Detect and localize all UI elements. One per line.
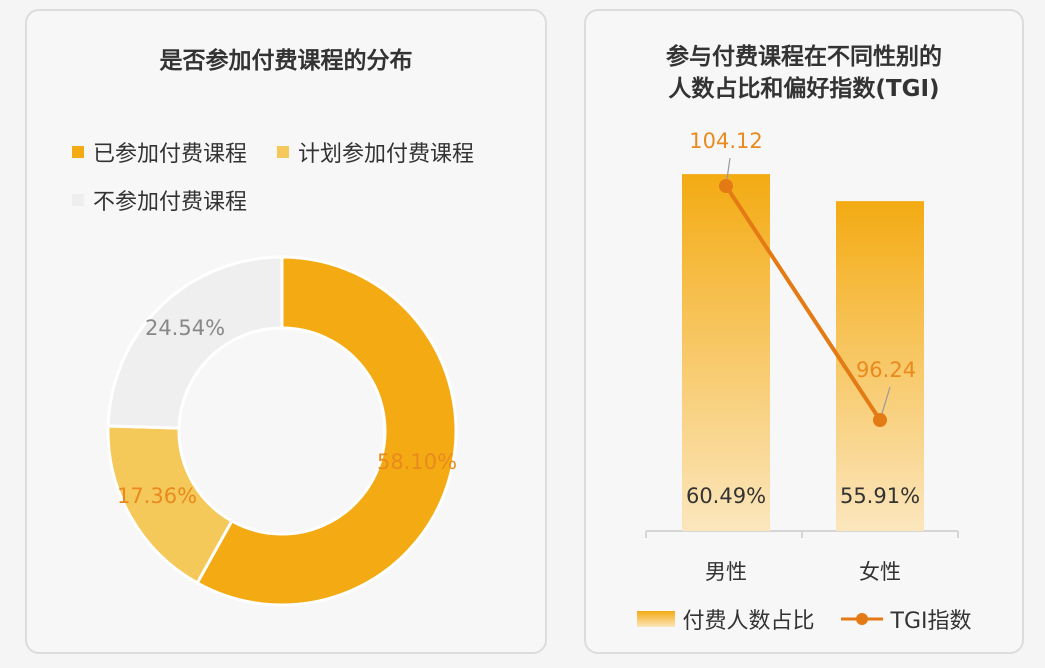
legend-label-line: TGI指数 <box>890 609 972 634</box>
donut-legend: 已参加付费课程 计划参加付费课程 不参加付费课程 <box>72 136 542 216</box>
legend-item-planned[interactable]: 计划参加付费课程 <box>277 136 474 168</box>
donut-label-1: 17.36% <box>117 484 197 508</box>
tgi-label-0: 104.12 <box>689 129 762 153</box>
legend-swatch-planned <box>277 146 290 158</box>
tgi-point-0[interactable] <box>719 179 733 193</box>
donut-slice-2[interactable] <box>106 255 284 430</box>
bar-label-1: 55.91% <box>840 484 920 508</box>
bar-0[interactable] <box>682 174 770 531</box>
legend-label-planned: 计划参加付费课程 <box>298 142 475 167</box>
category-label-0: 男性 <box>705 560 747 584</box>
donut-label-0: 58.10% <box>377 450 457 474</box>
gender-bar-line-chart: 60.49% 男性 55.91% 女性 104.12 96.24 <box>645 129 959 584</box>
tgi-point-1[interactable] <box>873 413 887 428</box>
donut-chart: 58.10% 17.36% 24.54% <box>106 255 458 607</box>
legend-item-joined[interactable]: 已参加付费课程 <box>72 136 247 168</box>
legend-label-not-joined: 不参加付费课程 <box>93 190 248 215</box>
legend-item-bar[interactable]: 付费人数占比 <box>636 603 815 635</box>
bar-label-0: 60.49% <box>686 484 766 508</box>
category-label-1: 女性 <box>859 560 901 584</box>
right-chart-title-line1: 参与付费课程在不同性别的 <box>666 44 942 70</box>
donut-label-2: 24.54% <box>145 316 225 340</box>
tgi-line <box>724 184 882 422</box>
tgi-label-1: 96.24 <box>856 358 916 382</box>
legend-swatch-not-joined <box>72 194 84 206</box>
legend-bar-swatch <box>636 611 675 627</box>
legend-swatch-joined <box>72 146 84 158</box>
gender-panel: 参与付费课程在不同性别的 人数占比和偏好指数(TGI) 60.49% 男性 55.9… <box>584 9 1024 654</box>
bar-legend: 付费人数占比 TGI指数 <box>586 603 1022 635</box>
donut-slice-0[interactable] <box>195 255 458 607</box>
legend-line-swatch <box>840 613 883 625</box>
legend-item-not-joined[interactable]: 不参加付费课程 <box>72 184 247 216</box>
bar-1[interactable] <box>836 201 924 532</box>
distribution-panel: 是否参加付费课程的分布 已参加付费课程 计划参加付费课程 不参加付费课程 58.… <box>25 9 547 654</box>
legend-label-bar: 付费人数占比 <box>682 609 815 634</box>
right-chart-title: 参与付费课程在不同性别的 人数占比和偏好指数(TGI) <box>586 41 1022 105</box>
legend-label-joined: 已参加付费课程 <box>93 142 248 167</box>
right-chart-title-line2: 人数占比和偏好指数(TGI) <box>668 76 940 102</box>
left-chart-title: 是否参加付费课程的分布 <box>159 48 413 74</box>
legend-item-line[interactable]: TGI指数 <box>840 603 972 635</box>
